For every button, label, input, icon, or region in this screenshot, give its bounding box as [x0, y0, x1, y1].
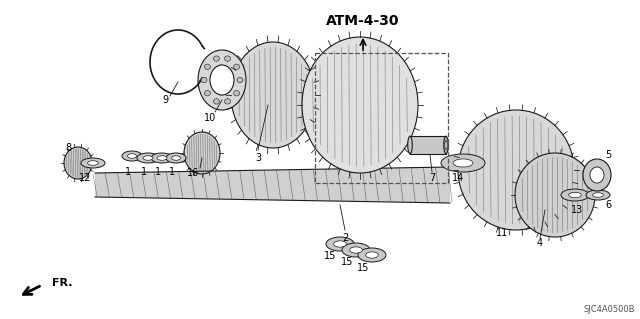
Bar: [315, 53, 448, 183]
Ellipse shape: [127, 154, 136, 158]
Ellipse shape: [231, 42, 315, 148]
Ellipse shape: [583, 159, 611, 191]
Ellipse shape: [586, 190, 610, 200]
Ellipse shape: [122, 151, 142, 161]
Ellipse shape: [326, 237, 354, 251]
Text: 6: 6: [605, 200, 611, 210]
Ellipse shape: [166, 153, 186, 163]
Text: ATM-4-30: ATM-4-30: [326, 14, 400, 28]
Ellipse shape: [453, 159, 473, 167]
Ellipse shape: [593, 193, 604, 197]
Text: 7: 7: [429, 173, 435, 183]
Ellipse shape: [81, 158, 105, 168]
Ellipse shape: [64, 147, 92, 179]
Text: 15: 15: [324, 251, 336, 261]
Ellipse shape: [365, 252, 378, 258]
Text: 4: 4: [537, 238, 543, 248]
Ellipse shape: [213, 56, 220, 61]
Polygon shape: [410, 136, 446, 154]
Text: 16: 16: [187, 168, 199, 178]
Text: 10: 10: [204, 113, 216, 123]
Ellipse shape: [225, 99, 230, 104]
Ellipse shape: [590, 167, 604, 183]
Text: 1: 1: [169, 167, 175, 177]
Ellipse shape: [515, 153, 595, 237]
Text: 15: 15: [357, 263, 369, 273]
Ellipse shape: [237, 77, 243, 83]
Text: 11: 11: [496, 228, 508, 238]
Text: 8: 8: [65, 143, 71, 153]
Ellipse shape: [210, 65, 234, 95]
Polygon shape: [95, 167, 450, 203]
Text: 3: 3: [255, 153, 261, 163]
Ellipse shape: [204, 64, 211, 70]
Text: 14: 14: [452, 173, 464, 183]
Ellipse shape: [198, 50, 246, 110]
Ellipse shape: [342, 243, 370, 257]
Text: 1: 1: [141, 167, 147, 177]
Ellipse shape: [569, 192, 581, 198]
Ellipse shape: [408, 136, 412, 154]
Ellipse shape: [213, 99, 220, 104]
Ellipse shape: [349, 247, 362, 253]
Ellipse shape: [441, 154, 485, 172]
Text: 5: 5: [605, 150, 611, 160]
Ellipse shape: [445, 141, 447, 149]
Ellipse shape: [151, 153, 173, 163]
Ellipse shape: [333, 241, 346, 247]
Ellipse shape: [157, 156, 167, 160]
Ellipse shape: [172, 156, 180, 160]
Text: SJC4A0500B: SJC4A0500B: [584, 305, 635, 314]
Text: 1: 1: [125, 167, 131, 177]
Ellipse shape: [561, 189, 589, 201]
Text: 12: 12: [79, 173, 91, 183]
Ellipse shape: [358, 248, 386, 262]
Text: 15: 15: [341, 257, 353, 267]
Ellipse shape: [88, 161, 99, 165]
Text: 13: 13: [571, 205, 583, 215]
Ellipse shape: [225, 56, 230, 61]
Text: 2: 2: [342, 233, 348, 243]
Ellipse shape: [143, 156, 153, 160]
Ellipse shape: [201, 77, 207, 83]
Ellipse shape: [184, 132, 220, 174]
Ellipse shape: [302, 37, 418, 173]
Ellipse shape: [458, 110, 574, 230]
Text: 1: 1: [155, 167, 161, 177]
Ellipse shape: [204, 91, 211, 96]
Text: 9: 9: [162, 95, 168, 105]
Ellipse shape: [137, 153, 159, 163]
Text: FR.: FR.: [52, 278, 72, 288]
Ellipse shape: [234, 64, 239, 70]
Ellipse shape: [234, 91, 239, 96]
Ellipse shape: [444, 136, 448, 154]
